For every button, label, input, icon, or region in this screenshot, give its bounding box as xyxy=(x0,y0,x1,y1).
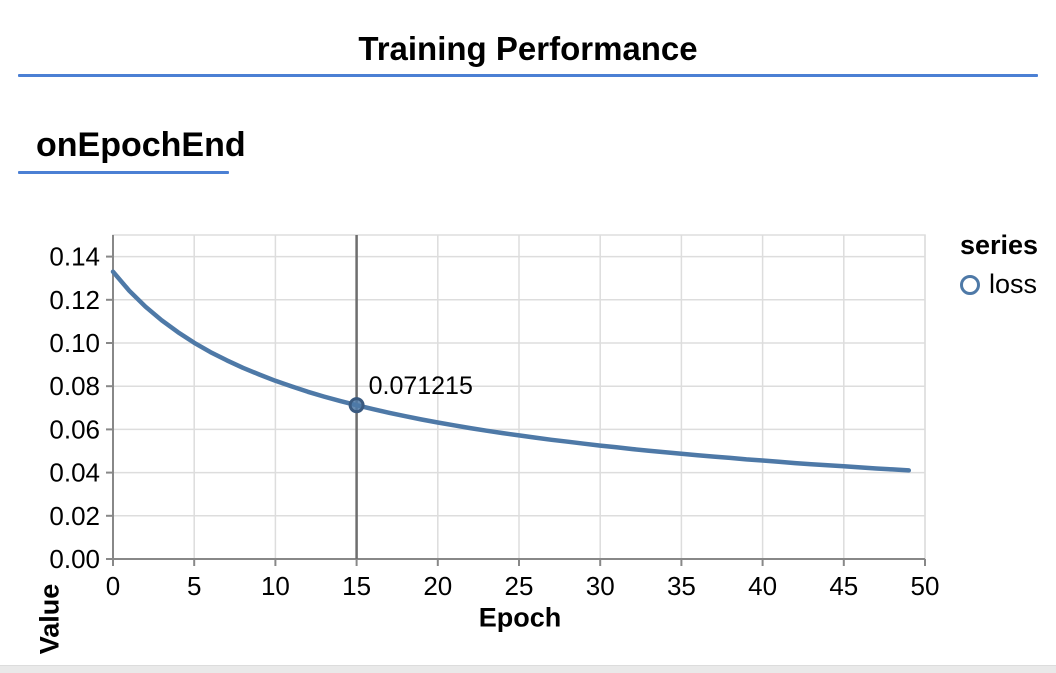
y-tick-label: 0.04 xyxy=(49,458,100,488)
x-tick-label: 40 xyxy=(748,571,777,601)
title-underline-rule xyxy=(18,74,1038,77)
x-axis-title: Epoch xyxy=(478,602,562,633)
y-tick-label: 0.00 xyxy=(49,544,100,574)
y-tick-label: 0.08 xyxy=(49,371,100,401)
loss-line-chart: 0.00 0.02 0.04 0.06 0.08 0.10 0.12 0.14 0 5 10 15 20… xyxy=(18,222,1040,654)
y-tick-label: 0.14 xyxy=(49,242,100,272)
section-heading: onEpochEnd xyxy=(36,126,246,164)
x-tick-label: 10 xyxy=(261,571,290,601)
y-tick-label: 0.12 xyxy=(49,285,100,315)
y-axis-title: Value xyxy=(34,583,65,655)
y-tick-label: 0.10 xyxy=(49,328,100,358)
x-tick-label: 0 xyxy=(106,571,120,601)
x-tick-label: 45 xyxy=(829,571,858,601)
legend-title: series xyxy=(960,230,1039,260)
x-tick-label: 5 xyxy=(187,571,201,601)
highlight-marker xyxy=(348,397,365,414)
page-title: Training Performance xyxy=(358,30,698,67)
series-line-loss xyxy=(110,269,912,473)
y-tick-label: 0.02 xyxy=(49,501,100,531)
legend-item-loss: loss xyxy=(960,269,1038,300)
chart-legend: series loss xyxy=(960,230,1038,300)
x-tick-label: 35 xyxy=(667,571,696,601)
x-tick-label: 30 xyxy=(586,571,615,601)
x-tick-label: 15 xyxy=(342,571,371,601)
legend-item-label: loss xyxy=(989,269,1038,299)
footer-strip xyxy=(0,665,1056,673)
section-underline-rule xyxy=(18,171,229,174)
highlight-value-label: 0.071215 xyxy=(369,372,473,400)
x-tick-label: 25 xyxy=(505,571,534,601)
chart-canvas[interactable]: 0.00 0.02 0.04 0.06 0.08 0.10 0.12 0.14 0 5 10 15 20… xyxy=(18,222,1040,640)
x-tick-label: 20 xyxy=(423,571,452,601)
open-circle-icon xyxy=(960,274,980,295)
y-tick-label: 0.06 xyxy=(49,414,100,444)
x-tick-label: 50 xyxy=(911,571,940,601)
